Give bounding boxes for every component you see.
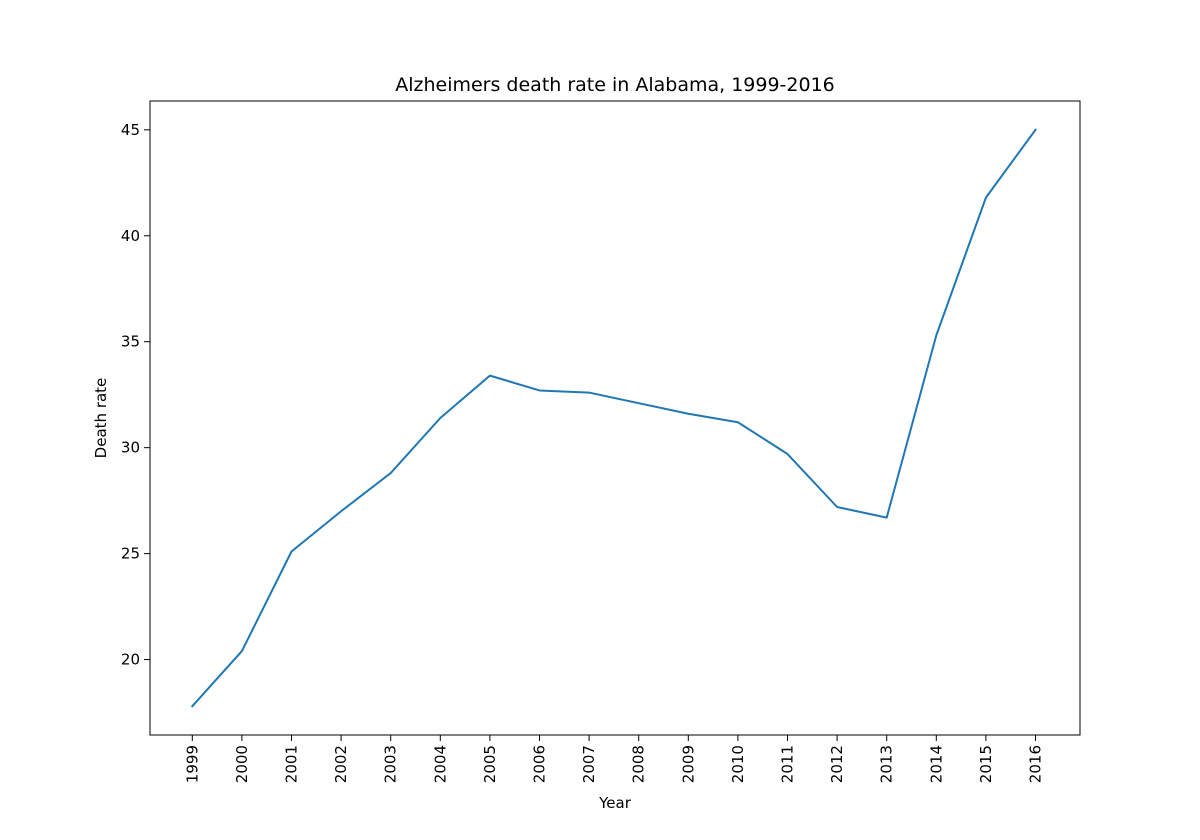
plot-area: 20 25 30 35 40 45 1999 2000 2001 2002 2003 2004 2005… [121, 100, 1081, 783]
x-axis-label: Year [598, 794, 632, 812]
axes-frame [149, 100, 1081, 736]
chart-title: Alzheimers death rate in Alabama, 1999-2… [395, 74, 835, 96]
x-tick-label: 2000 [233, 745, 251, 783]
x-tick-label: 2006 [531, 745, 549, 783]
x-tick-label: 1999 [183, 745, 201, 783]
y-tick-label: 20 [121, 651, 140, 669]
x-tick-label: 2008 [630, 745, 648, 783]
x-tick-label: 2011 [779, 745, 797, 783]
x-tick-label: 2015 [977, 745, 995, 783]
x-tick-label: 2001 [283, 745, 301, 783]
x-tick-label: 2009 [679, 745, 697, 783]
x-tick-label: 2002 [332, 745, 350, 783]
x-tick-label: 2005 [481, 745, 499, 783]
x-tick-label: 2012 [828, 745, 846, 783]
y-axis-label: Death rate [92, 378, 110, 459]
series-line [190, 128, 1037, 708]
x-tick-label: 2004 [431, 745, 449, 783]
x-tick-label: 2010 [729, 745, 747, 783]
y-tick-label: 35 [121, 333, 140, 351]
x-tick-label: 2014 [927, 745, 945, 783]
x-tick-label: 2013 [878, 745, 896, 783]
y-tick-label: 40 [121, 227, 140, 245]
x-tick-label: 2007 [580, 745, 598, 783]
x-tick-label: 2003 [382, 745, 400, 783]
x-tick-label: 2016 [1027, 745, 1045, 783]
y-tick-label: 30 [121, 439, 140, 457]
y-tick-label: 25 [121, 545, 140, 563]
y-tick-label: 45 [121, 121, 140, 139]
